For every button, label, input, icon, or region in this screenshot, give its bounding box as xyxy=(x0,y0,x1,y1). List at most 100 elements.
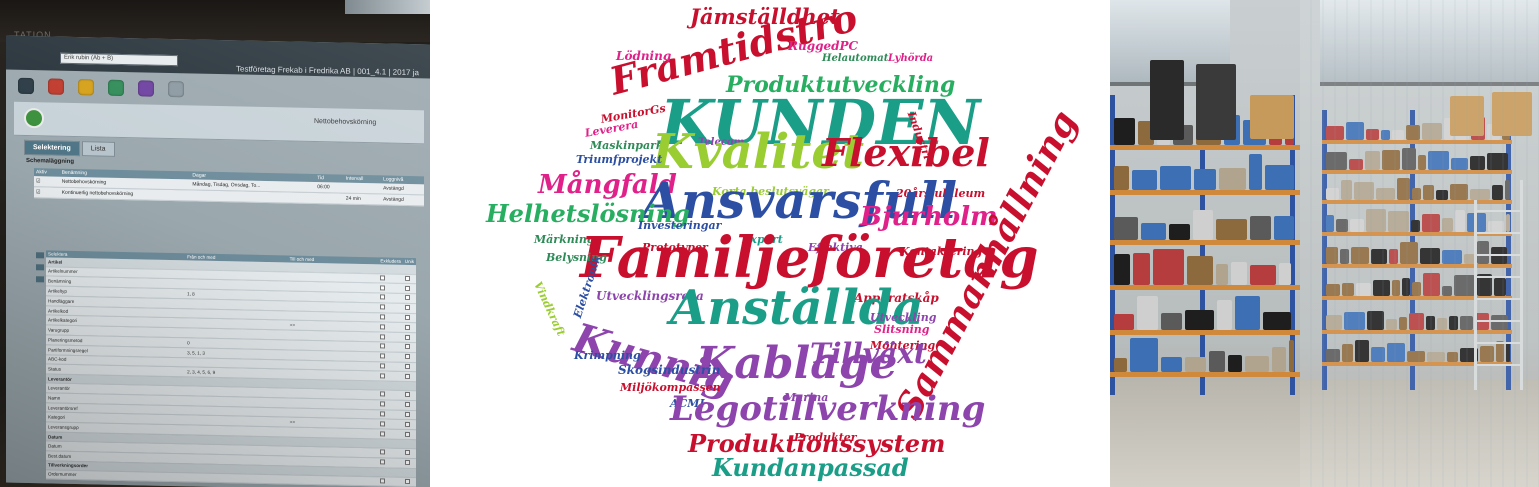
unique-checkbox[interactable] xyxy=(402,361,416,372)
shelf-item xyxy=(1185,357,1206,372)
unique-checkbox[interactable] xyxy=(402,293,416,304)
unique-checkbox[interactable] xyxy=(402,419,416,430)
unique-checkbox[interactable] xyxy=(402,352,416,363)
unique-checkbox[interactable] xyxy=(402,342,416,353)
shelf-item xyxy=(1470,189,1490,200)
mail-icon[interactable] xyxy=(108,79,124,97)
shop-icon[interactable] xyxy=(78,79,94,96)
ladder-step xyxy=(1474,320,1522,322)
shelf-item xyxy=(1402,148,1416,170)
word-cloud: Jämställdhet Framtidstro Lödning RuggedPC He… xyxy=(430,0,1110,487)
shelf-item xyxy=(1137,296,1158,330)
exclude-checkbox[interactable] xyxy=(378,399,403,411)
exclude-checkbox[interactable] xyxy=(378,476,403,487)
exclude-checkbox[interactable] xyxy=(378,273,403,284)
shelf-item xyxy=(1289,340,1294,372)
ladder-step xyxy=(1474,210,1522,212)
cloud-word: Helhetslösning xyxy=(486,199,690,228)
unique-checkbox[interactable] xyxy=(402,476,416,487)
shelf-item xyxy=(1412,188,1421,200)
exclude-checkbox[interactable] xyxy=(378,332,403,343)
exclude-checkbox[interactable] xyxy=(378,292,403,304)
unique-checkbox[interactable] xyxy=(402,429,416,440)
remove-icon[interactable] xyxy=(36,264,44,271)
shelf-item xyxy=(1130,338,1158,372)
exclude-checkbox[interactable] xyxy=(378,283,403,294)
active-checkbox[interactable]: ☑ xyxy=(34,186,60,199)
tab-lista[interactable]: Lista xyxy=(81,141,115,157)
shelf-item xyxy=(1373,280,1390,296)
unique-checkbox[interactable] xyxy=(402,332,416,343)
cloud-word: Legotillverkning xyxy=(670,389,986,429)
shelf-item xyxy=(1326,215,1334,232)
exclude-checkbox[interactable] xyxy=(378,457,403,468)
rack-shelf xyxy=(1110,372,1300,377)
shelf-item xyxy=(1428,151,1449,170)
unique-checkbox[interactable] xyxy=(402,371,416,382)
cell xyxy=(343,182,382,194)
filter-icon[interactable] xyxy=(36,276,44,283)
cloud-word: Kundanpassad xyxy=(712,453,909,482)
exclude-checkbox[interactable] xyxy=(378,419,403,430)
cloud-word: Ansvarsfull xyxy=(642,171,958,230)
unique-checkbox[interactable] xyxy=(402,390,416,401)
unique-checkbox[interactable] xyxy=(402,410,416,421)
unique-checkbox[interactable] xyxy=(402,322,416,333)
unique-checkbox[interactable] xyxy=(402,283,416,294)
shelf-item xyxy=(1250,265,1276,285)
exclude-checkbox[interactable] xyxy=(378,389,403,401)
field-value[interactable] xyxy=(287,474,379,487)
unique-checkbox[interactable] xyxy=(402,448,416,459)
monitor-screen: Erik rubin (Ab + B) Testföretag Frekab i… xyxy=(6,35,430,487)
exclude-checkbox[interactable] xyxy=(378,312,403,323)
add-icon[interactable] xyxy=(36,252,44,259)
shelf-item xyxy=(1427,352,1445,362)
tab-selektering[interactable]: Selektering xyxy=(24,139,80,157)
field-value[interactable] xyxy=(185,472,288,485)
shelf-item xyxy=(1367,311,1384,330)
menu-icon[interactable] xyxy=(18,77,34,95)
ladder-rail xyxy=(1474,200,1477,390)
run-button[interactable] xyxy=(24,107,44,129)
calculator-icon[interactable] xyxy=(138,80,154,97)
exclude-checkbox[interactable] xyxy=(378,409,403,420)
active-checkbox[interactable]: ☑ xyxy=(34,176,60,188)
exclude-checkbox[interactable] xyxy=(378,302,403,313)
unique-checkbox[interactable] xyxy=(402,400,416,411)
exclude-checkbox[interactable] xyxy=(378,341,403,353)
shelf-item xyxy=(1336,219,1348,232)
rack-post xyxy=(1290,95,1295,395)
document-icon[interactable] xyxy=(168,80,184,98)
unique-checkbox[interactable] xyxy=(402,458,416,469)
exclude-checkbox[interactable] xyxy=(378,447,403,459)
unique-checkbox[interactable] xyxy=(402,303,416,314)
shelf-item xyxy=(1141,223,1166,240)
shelf-item xyxy=(1326,247,1338,264)
unique-checkbox[interactable] xyxy=(402,312,416,324)
shelf-item xyxy=(1194,169,1216,190)
shelf-item xyxy=(1455,210,1465,232)
shelf-item xyxy=(1442,286,1452,296)
exclude-checkbox[interactable] xyxy=(378,361,403,372)
shelf-item xyxy=(1349,159,1363,170)
warehouse-window xyxy=(1320,0,1539,86)
cloud-word: Jämställdhet xyxy=(690,4,840,29)
ladder-step xyxy=(1474,276,1522,278)
exclude-checkbox[interactable] xyxy=(378,371,403,382)
exclude-checkbox[interactable] xyxy=(378,322,403,333)
shelf-item xyxy=(1344,312,1365,330)
shelf-item xyxy=(1340,249,1349,264)
shelf-item xyxy=(1365,151,1380,170)
shelf-item xyxy=(1480,346,1494,362)
rack-shelf xyxy=(1322,232,1512,236)
exclude-checkbox[interactable] xyxy=(378,351,403,362)
cell: Kontinuerlig nettobehovskörning xyxy=(59,187,191,201)
company-select[interactable]: Erik rubin (Ab + B) xyxy=(60,52,178,67)
unique-checkbox[interactable] xyxy=(402,273,416,284)
shelf-item xyxy=(1397,178,1410,200)
shelf-item xyxy=(1216,264,1228,285)
shelf-item xyxy=(1250,216,1271,240)
cell: 06:00 xyxy=(315,182,344,194)
exclude-checkbox[interactable] xyxy=(378,429,403,440)
dashboard-icon[interactable] xyxy=(48,78,64,95)
